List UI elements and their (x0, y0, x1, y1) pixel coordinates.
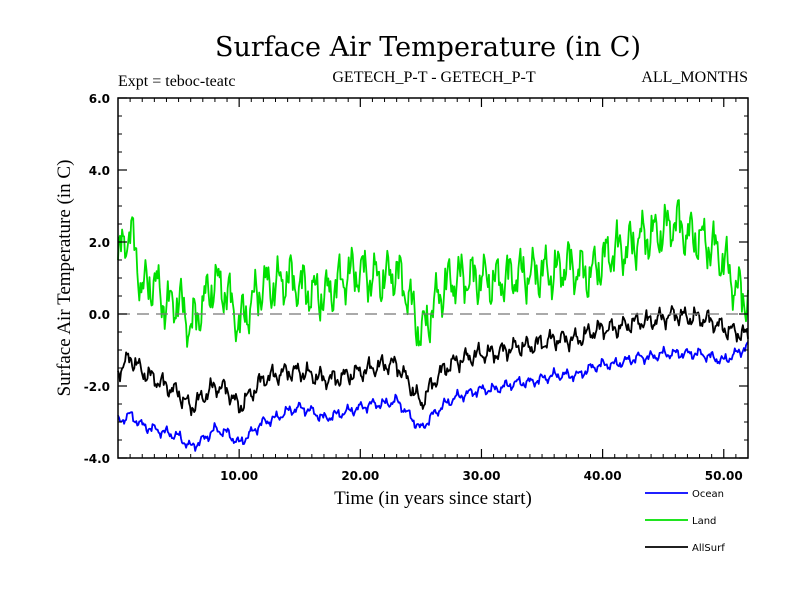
y-tick-label: 4.0 (89, 164, 110, 178)
x-tick-label: 20.00 (341, 469, 379, 483)
x-axis-label: Time (in years since start) (334, 488, 532, 509)
x-tick-label: 10.00 (220, 469, 258, 483)
y-tick-label: 0.0 (89, 308, 110, 322)
axis-ticks: 10.00 20.00 30.00 40.00 50.00 -4.0 -2.0 0.0 2.0 4… (84, 92, 749, 483)
y-axis-label: Surface Air Temperature (in C) (54, 160, 75, 397)
y-tick-label: 2.0 (89, 236, 110, 250)
legend-label-land: Land (692, 516, 716, 527)
months-label: ALL_MONTHS (641, 69, 748, 86)
y-tick-label: -2.0 (84, 380, 110, 394)
series-line-land (117, 199, 749, 348)
legend: Ocean Land AllSurf (645, 489, 725, 554)
x-tick-label: 40.00 (584, 469, 622, 483)
experiment-label: Expt = teboc-teatc (118, 73, 235, 90)
y-tick-label: 6.0 (89, 92, 110, 106)
x-tick-label: 30.00 (462, 469, 500, 483)
series-line-ocean (117, 341, 749, 452)
series-line-allsurf (117, 305, 749, 417)
comparison-label: GETECH_P-T - GETECH_P-T (332, 69, 535, 86)
plot-area-frame (117, 97, 749, 459)
x-tick-label: 50.00 (705, 469, 743, 483)
y-tick-label: -4.0 (84, 452, 110, 466)
legend-label-allsurf: AllSurf (692, 543, 725, 554)
legend-label-ocean: Ocean (692, 489, 724, 500)
chart-title: Surface Air Temperature (in C) (215, 32, 641, 63)
series-layer (117, 199, 749, 452)
